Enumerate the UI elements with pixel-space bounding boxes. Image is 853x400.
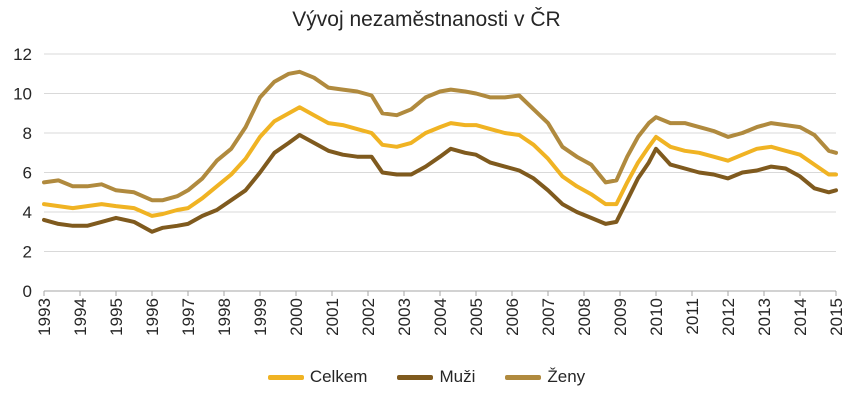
legend-item: Celkem [267, 367, 368, 387]
x-tick-label: 1999 [251, 298, 270, 336]
x-tick-label: 1996 [143, 298, 162, 336]
x-tick-label: 2011 [683, 298, 702, 335]
legend-item: Ženy [505, 367, 585, 387]
y-tick-label: 8 [23, 124, 32, 143]
x-tick-label: 2015 [827, 298, 846, 336]
x-tick-label: 1997 [179, 298, 198, 336]
legend-swatch [505, 374, 542, 380]
y-tick-label: 10 [13, 85, 32, 104]
x-tick-label: 1995 [107, 298, 126, 336]
x-tick-label: 2002 [359, 298, 378, 336]
y-tick-label: 2 [23, 243, 32, 262]
x-tick-label: 2006 [503, 298, 522, 336]
x-tick-label: 2010 [647, 298, 666, 336]
x-tick-label: 1993 [35, 298, 54, 336]
legend-swatch [397, 374, 434, 380]
x-tick-label: 2014 [791, 298, 810, 336]
x-tick-label: 2005 [467, 298, 486, 336]
legend-swatch [267, 374, 304, 380]
y-tick-label: 4 [23, 203, 32, 222]
x-tick-label: 2000 [287, 298, 306, 336]
series-line-muži [42, 133, 838, 234]
series-line-ženy [42, 69, 838, 203]
legend-label: Celkem [309, 367, 368, 386]
legend-label: Ženy [547, 367, 586, 386]
legend-item: Muži [397, 367, 475, 387]
x-tick-label: 2001 [323, 298, 342, 336]
legend-label: Muži [439, 367, 476, 386]
y-tick-label: 0 [23, 282, 32, 301]
x-tick-label: 1994 [71, 298, 90, 336]
x-tick-label: 2004 [431, 298, 450, 336]
x-tick-label: 2013 [755, 298, 774, 336]
x-tick-label: 2008 [575, 298, 594, 336]
chart-title: Vývoj nezaměstnanosti v ČR [292, 8, 561, 31]
x-tick-label: 2003 [395, 298, 414, 336]
legend: Celkem Muži Ženy [0, 367, 853, 387]
y-tick-label: 12 [13, 45, 32, 64]
x-tick-label: 2012 [719, 298, 738, 336]
x-tick-label: 1998 [215, 298, 234, 336]
series-line-celkem [42, 105, 838, 218]
y-tick-label: 6 [23, 164, 32, 183]
x-tick-label: 2009 [611, 298, 630, 336]
x-tick-label: 2007 [539, 298, 558, 336]
